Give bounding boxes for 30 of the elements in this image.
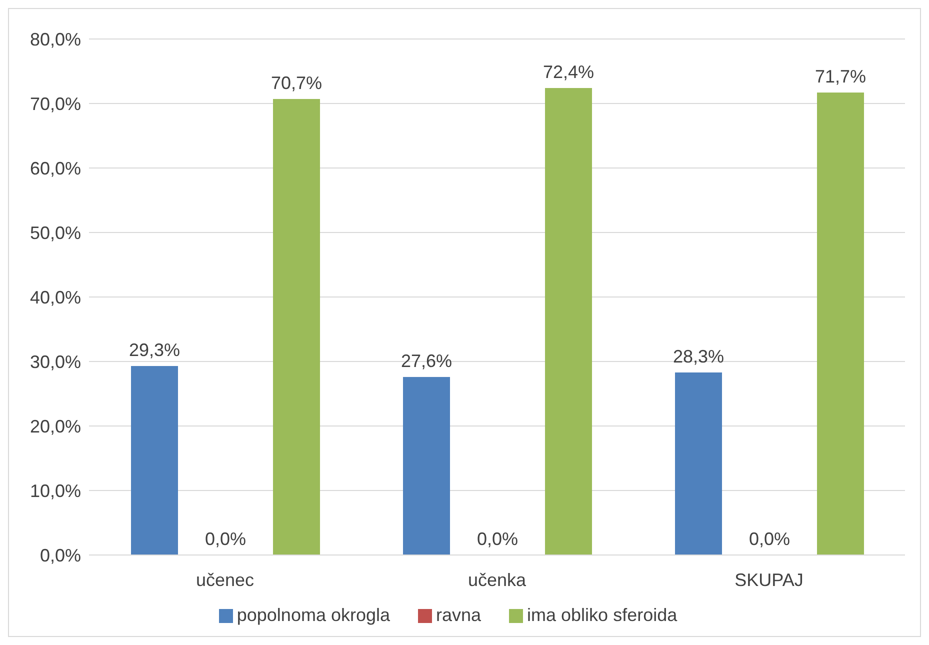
data-label: 0,0% <box>748 529 790 549</box>
data-label: 0,0% <box>476 529 518 549</box>
y-tick-label: 70,0% <box>30 94 81 114</box>
data-label: 72,4% <box>542 62 594 82</box>
bar <box>675 372 722 555</box>
legend-label: popolnoma okrogla <box>236 605 390 625</box>
x-tick-label: učenka <box>468 570 528 590</box>
y-tick-label: 50,0% <box>30 222 81 243</box>
y-tick-label: 20,0% <box>30 416 81 436</box>
y-tick-label: 30,0% <box>30 352 81 372</box>
data-label: 70,7% <box>270 72 322 93</box>
bar <box>545 88 592 555</box>
y-tick-label: 40,0% <box>30 287 81 308</box>
legend-label: ravna <box>436 605 482 625</box>
bar <box>273 98 320 555</box>
data-label: 71,7% <box>814 66 866 87</box>
data-label: 0,0% <box>204 529 246 549</box>
y-tick-label: 60,0% <box>30 158 81 178</box>
x-tick-label: SKUPAJ <box>734 570 804 590</box>
data-label: 29,3% <box>128 340 180 360</box>
data-label: 27,6% <box>400 350 452 371</box>
bar <box>131 366 178 555</box>
y-tick-label: 80,0% <box>30 29 81 50</box>
y-tick-label: 0,0% <box>40 545 81 566</box>
bar <box>403 376 450 555</box>
legend-label: ima obliko sferoida <box>527 605 678 625</box>
x-tick-label: učenec <box>196 570 254 590</box>
data-label: 28,3% <box>672 346 724 366</box>
bar <box>817 92 864 555</box>
y-tick-label: 10,0% <box>30 480 81 501</box>
